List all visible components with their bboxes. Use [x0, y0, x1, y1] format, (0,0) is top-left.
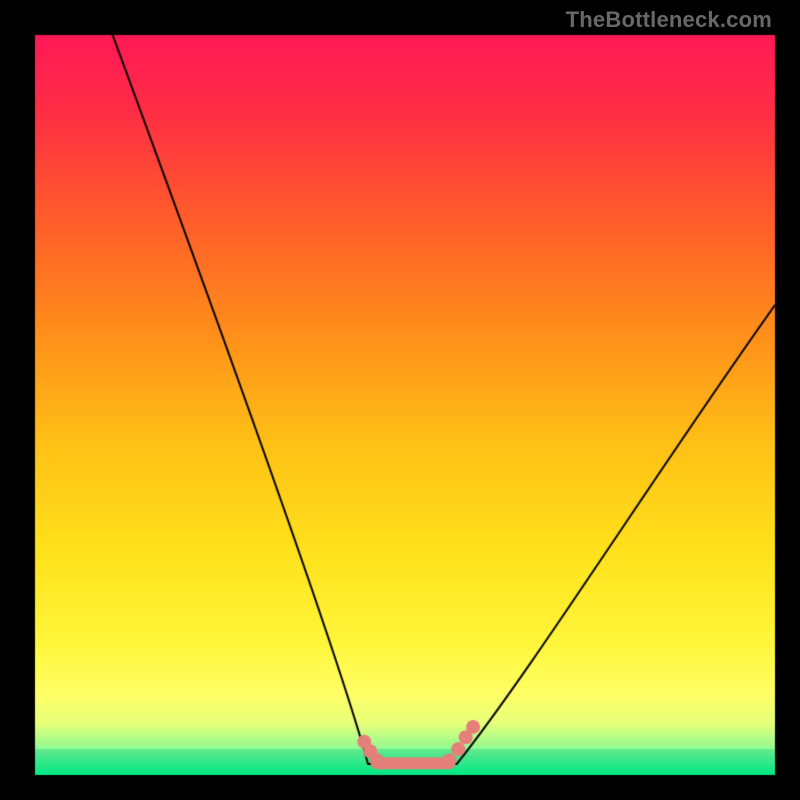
watermark-text: TheBottleneck.com: [566, 7, 772, 33]
chart-stage: TheBottleneck.com: [0, 0, 800, 800]
curve-overlay: [0, 0, 800, 800]
